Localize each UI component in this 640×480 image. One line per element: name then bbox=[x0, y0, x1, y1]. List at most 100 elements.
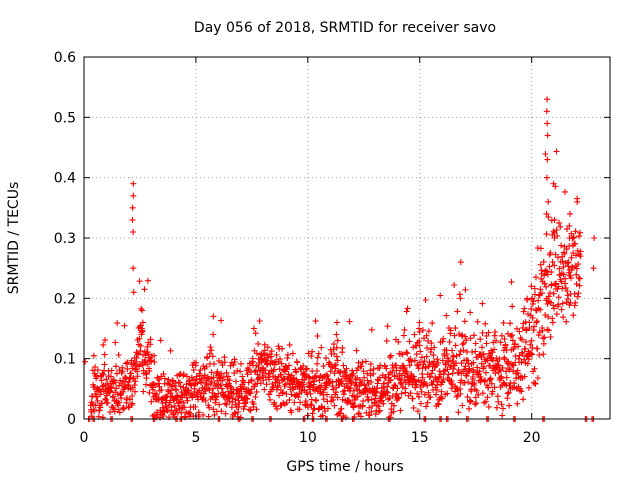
data-point bbox=[542, 151, 549, 157]
data-point bbox=[429, 320, 436, 327]
data-point bbox=[534, 345, 541, 352]
data-point bbox=[383, 337, 390, 344]
data-point bbox=[188, 382, 195, 389]
data-point bbox=[535, 332, 542, 339]
data-point bbox=[139, 319, 146, 326]
data-point bbox=[537, 245, 544, 252]
data-point bbox=[96, 407, 103, 414]
data-point bbox=[332, 361, 339, 368]
data-point bbox=[316, 377, 323, 384]
data-point bbox=[368, 379, 375, 385]
data-point bbox=[572, 299, 579, 306]
y-axis-label: SRMTID / TECUs bbox=[6, 182, 22, 295]
data-point bbox=[495, 398, 502, 405]
data-points bbox=[82, 96, 598, 422]
data-point bbox=[144, 361, 151, 368]
data-point bbox=[553, 311, 560, 318]
data-point bbox=[448, 377, 455, 384]
data-point bbox=[381, 380, 388, 387]
data-point bbox=[240, 405, 247, 412]
data-point bbox=[562, 188, 568, 195]
data-point bbox=[526, 319, 533, 326]
data-point bbox=[165, 376, 172, 383]
y-tick-label: 0.1 bbox=[54, 352, 76, 368]
data-point bbox=[424, 382, 431, 389]
data-point bbox=[467, 309, 474, 316]
data-point bbox=[470, 369, 477, 376]
data-point bbox=[247, 390, 254, 397]
data-point bbox=[563, 299, 570, 306]
data-point bbox=[210, 374, 217, 381]
data-point bbox=[483, 340, 490, 347]
data-point bbox=[252, 330, 259, 337]
data-point bbox=[330, 346, 337, 353]
data-point bbox=[375, 377, 382, 384]
data-point bbox=[300, 362, 307, 369]
data-point bbox=[294, 359, 301, 366]
data-point bbox=[541, 280, 548, 287]
data-point bbox=[236, 390, 243, 397]
data-point bbox=[419, 374, 426, 381]
data-point bbox=[435, 359, 442, 366]
data-point bbox=[472, 348, 479, 355]
data-point bbox=[210, 331, 217, 338]
data-point bbox=[314, 368, 320, 374]
data-point bbox=[462, 286, 469, 293]
data-point bbox=[264, 354, 271, 361]
data-point bbox=[143, 371, 150, 378]
data-point bbox=[439, 357, 446, 364]
data-point bbox=[245, 379, 252, 386]
data-point bbox=[263, 381, 270, 388]
data-point bbox=[453, 393, 460, 400]
data-point bbox=[273, 351, 280, 358]
data-point bbox=[574, 247, 581, 254]
data-point bbox=[324, 405, 331, 412]
data-point bbox=[540, 335, 547, 342]
data-point bbox=[330, 396, 337, 403]
data-point bbox=[241, 394, 248, 401]
data-point bbox=[560, 271, 567, 278]
data-point bbox=[406, 338, 413, 345]
data-point bbox=[434, 400, 441, 407]
data-point bbox=[107, 373, 114, 380]
data-point bbox=[140, 388, 147, 395]
data-point bbox=[576, 282, 583, 289]
data-point bbox=[283, 391, 290, 397]
data-point bbox=[449, 347, 455, 354]
data-point bbox=[128, 402, 135, 408]
data-point bbox=[333, 344, 340, 351]
data-point bbox=[493, 355, 500, 362]
data-point bbox=[261, 347, 268, 354]
data-point bbox=[417, 348, 424, 355]
data-point bbox=[451, 332, 458, 339]
data-point bbox=[537, 261, 544, 268]
data-point bbox=[226, 380, 232, 387]
data-point bbox=[456, 351, 463, 358]
data-point bbox=[452, 342, 459, 349]
data-point bbox=[563, 246, 570, 253]
data-point bbox=[229, 395, 236, 402]
data-point bbox=[446, 339, 453, 345]
data-point bbox=[430, 352, 437, 359]
data-point bbox=[210, 385, 217, 392]
data-point bbox=[146, 389, 153, 396]
data-point bbox=[117, 377, 124, 384]
data-point bbox=[112, 379, 119, 386]
data-point bbox=[457, 259, 464, 266]
data-point bbox=[197, 367, 204, 374]
data-point bbox=[506, 366, 513, 373]
data-point bbox=[129, 204, 136, 211]
data-point bbox=[447, 364, 454, 370]
data-point bbox=[473, 387, 480, 394]
data-point bbox=[397, 407, 404, 414]
plot-frame bbox=[83, 56, 611, 420]
data-point bbox=[558, 306, 565, 313]
data-point bbox=[193, 359, 199, 366]
data-point bbox=[343, 371, 350, 378]
data-point bbox=[353, 347, 360, 354]
data-point bbox=[222, 410, 229, 417]
data-point bbox=[439, 395, 446, 402]
data-point bbox=[519, 336, 525, 343]
data-point bbox=[483, 333, 490, 339]
data-point bbox=[146, 357, 153, 364]
